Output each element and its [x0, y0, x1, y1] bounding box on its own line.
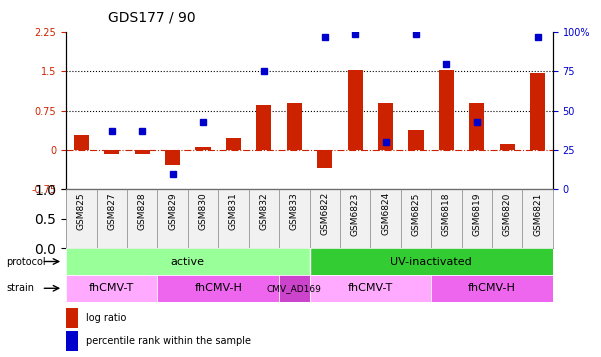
Bar — [530, 73, 545, 150]
Bar — [195, 147, 210, 150]
Text: GSM6818: GSM6818 — [442, 192, 451, 236]
Text: protocol: protocol — [6, 256, 46, 267]
Text: CMV_AD169: CMV_AD169 — [267, 284, 322, 293]
Text: GSM827: GSM827 — [107, 192, 116, 230]
Bar — [439, 70, 454, 150]
Text: strain: strain — [6, 283, 34, 293]
FancyBboxPatch shape — [279, 275, 310, 302]
FancyBboxPatch shape — [310, 248, 553, 275]
Text: fhCMV-T: fhCMV-T — [89, 283, 135, 293]
Bar — [317, 150, 332, 168]
Text: GSM6824: GSM6824 — [381, 192, 390, 235]
Text: GSM6822: GSM6822 — [320, 192, 329, 235]
FancyBboxPatch shape — [310, 275, 432, 302]
Bar — [104, 150, 120, 154]
Text: GSM830: GSM830 — [198, 192, 207, 230]
Bar — [66, 331, 78, 351]
Text: GSM829: GSM829 — [168, 192, 177, 230]
Bar — [378, 103, 393, 150]
Bar — [135, 150, 150, 154]
Text: GDS177 / 90: GDS177 / 90 — [108, 10, 196, 24]
Bar — [165, 150, 180, 165]
Text: log ratio: log ratio — [85, 313, 126, 323]
FancyBboxPatch shape — [432, 275, 553, 302]
Bar — [409, 130, 424, 150]
Bar — [469, 103, 484, 150]
Bar — [287, 103, 302, 150]
Text: GSM832: GSM832 — [260, 192, 269, 230]
Text: GSM6821: GSM6821 — [533, 192, 542, 236]
Text: GSM6823: GSM6823 — [350, 192, 359, 236]
Text: percentile rank within the sample: percentile rank within the sample — [85, 336, 251, 346]
Text: GSM6825: GSM6825 — [412, 192, 421, 236]
Text: GSM828: GSM828 — [138, 192, 147, 230]
FancyBboxPatch shape — [66, 248, 310, 275]
Text: UV-inactivated: UV-inactivated — [390, 256, 472, 267]
Text: GSM833: GSM833 — [290, 192, 299, 230]
Text: active: active — [171, 256, 205, 267]
Bar — [499, 144, 515, 150]
Bar — [74, 135, 89, 150]
Bar — [226, 139, 241, 150]
Text: GSM831: GSM831 — [229, 192, 238, 230]
FancyBboxPatch shape — [66, 275, 157, 302]
Bar — [256, 105, 272, 150]
Text: GSM6819: GSM6819 — [472, 192, 481, 236]
Text: fhCMV-H: fhCMV-H — [194, 283, 242, 293]
Bar — [66, 308, 78, 328]
Text: GSM825: GSM825 — [77, 192, 86, 230]
FancyBboxPatch shape — [157, 275, 279, 302]
Text: fhCMV-H: fhCMV-H — [468, 283, 516, 293]
Bar — [347, 70, 363, 150]
Text: fhCMV-T: fhCMV-T — [348, 283, 393, 293]
Text: GSM6820: GSM6820 — [503, 192, 512, 236]
